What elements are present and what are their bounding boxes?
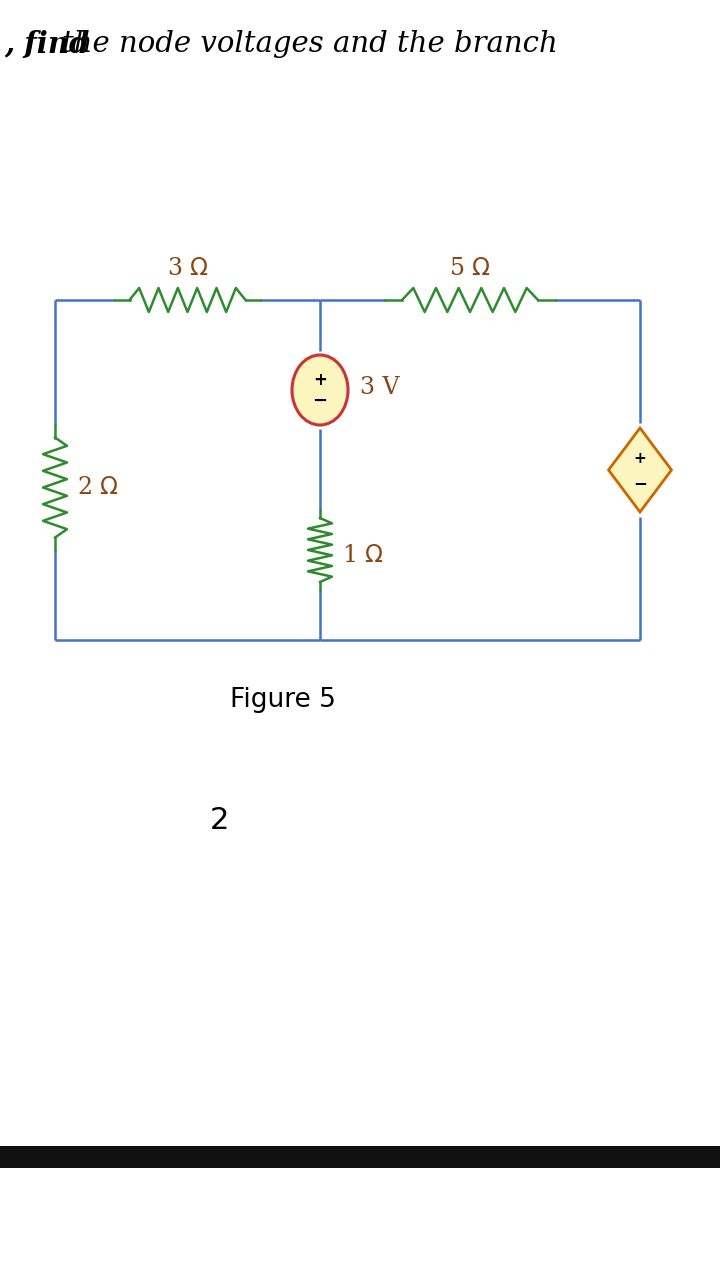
Text: +: + xyxy=(313,371,327,389)
Polygon shape xyxy=(608,428,672,512)
Text: −: − xyxy=(633,474,647,492)
Text: −: − xyxy=(312,392,328,410)
Text: the node voltages and the branch: the node voltages and the branch xyxy=(62,29,567,58)
Text: 2: 2 xyxy=(210,805,230,835)
Text: 3 V: 3 V xyxy=(360,375,400,398)
Text: +: + xyxy=(634,451,647,466)
Text: Figure 5: Figure 5 xyxy=(230,687,336,713)
Text: 5 $\Omega$: 5 $\Omega$ xyxy=(449,257,491,280)
Text: 1 $\Omega$: 1 $\Omega$ xyxy=(342,544,384,567)
Text: 3 $\Omega$: 3 $\Omega$ xyxy=(166,257,208,280)
FancyBboxPatch shape xyxy=(0,1146,720,1167)
Text: , find: , find xyxy=(4,29,99,59)
Text: 2 $\Omega$: 2 $\Omega$ xyxy=(77,476,119,499)
Ellipse shape xyxy=(292,355,348,425)
